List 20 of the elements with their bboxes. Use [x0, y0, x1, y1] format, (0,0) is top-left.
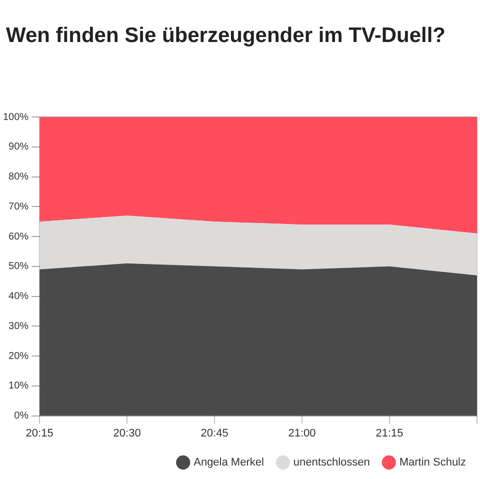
legend-label: Angela Merkel [194, 456, 264, 469]
x-tick-label: 20:45 [200, 427, 228, 440]
x-tick-label: 20:30 [113, 427, 141, 440]
y-tick-label: 0% [14, 410, 29, 422]
x-tick-label: 21:00 [288, 427, 316, 440]
legend-label: Martin Schulz [399, 456, 466, 469]
y-tick-label: 60% [8, 231, 29, 242]
y-tick-label: 40% [8, 291, 29, 302]
x-tick-label: 21:15 [376, 427, 404, 440]
y-tick-label: 20% [8, 350, 29, 362]
y-tick-label: 90% [8, 142, 29, 153]
legend-label: unentschlossen [293, 456, 370, 469]
y-tick-label: 10% [8, 380, 29, 392]
y-tick-label: 50% [8, 261, 29, 272]
chart-title: Wen finden Sie überzeugender im TV-Duell? [6, 24, 446, 48]
y-tick-label: 80% [8, 172, 29, 183]
y-tick-label: 70% [8, 201, 29, 212]
y-tick-label: 100% [3, 112, 29, 123]
y-tick-label: 30% [8, 320, 29, 332]
x-tick-label: 20:15 [26, 427, 54, 440]
